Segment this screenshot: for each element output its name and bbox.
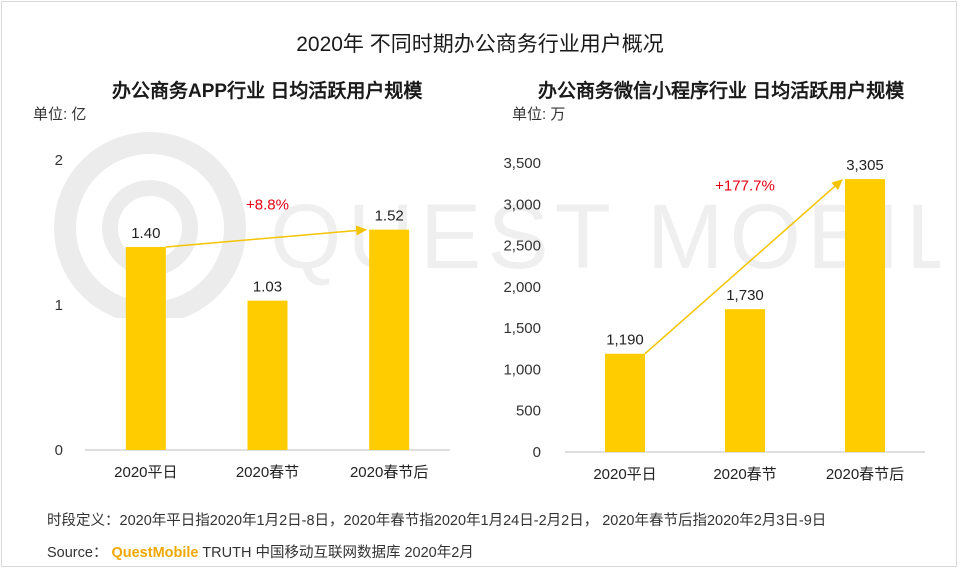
right-bar	[725, 309, 765, 452]
right-category-label: 2020春节	[713, 466, 776, 483]
right-chart-title: 办公商务微信小程序行业 日均活跃用户规模	[538, 81, 905, 102]
left-bar	[125, 247, 166, 450]
left-growth-arrow-line	[165, 229, 359, 248]
right-growth-arrow-line	[644, 184, 837, 355]
right-category-label: 2020春节后	[826, 466, 904, 483]
left-chart-title: 办公商务APP行业 日均活跃用户规模	[112, 81, 423, 102]
left-ytick-label: 2	[55, 152, 63, 169]
footnote-definition: 时段定义：2020年平日指2020年1月2日-8日，2020年春节指2020年1…	[47, 513, 827, 529]
right-value-label: 1,730	[726, 287, 764, 304]
right-chart-unit: 单位: 万	[512, 106, 566, 123]
left-ytick-label: 0	[55, 442, 63, 459]
right-ytick-label: 3,500	[503, 155, 541, 172]
right-ytick-label: 2,000	[503, 279, 541, 296]
left-category-label: 2020春节	[236, 464, 299, 481]
right-bar	[605, 353, 645, 452]
left-category-label: 2020春节后	[350, 464, 428, 481]
right-value-label: 1,190	[606, 332, 644, 349]
right-ytick-label: 1,000	[503, 361, 541, 378]
right-ytick-label: 2,500	[503, 238, 541, 255]
left-growth-arrow-head	[355, 225, 368, 236]
right-ytick-label: 0	[533, 444, 541, 461]
right-ytick-label: 500	[516, 403, 541, 420]
left-chart-unit: 单位: 亿	[33, 106, 87, 123]
source-brand: QuestMobile	[111, 545, 199, 561]
left-bar	[369, 229, 410, 450]
right-bar	[845, 179, 885, 452]
right-ytick-label: 3,000	[503, 196, 541, 213]
left-category-label: 2020平日	[114, 464, 177, 481]
right-growth-arrow-head	[831, 179, 843, 191]
right-ytick-label: 1,500	[503, 320, 541, 337]
left-value-label: 1.03	[253, 279, 282, 296]
left-growth-label: +8.8%	[246, 196, 289, 213]
source-label: Source：	[47, 545, 108, 561]
left-ytick-label: 1	[55, 297, 63, 314]
footnote-source: Source： QuestMobile TRUTH 中国移动互联网数据库 202…	[47, 541, 474, 562]
right-category-label: 2020平日	[593, 466, 656, 483]
left-bar	[247, 300, 288, 450]
page-title: 2020年 不同时期办公商务行业用户概况	[296, 33, 664, 56]
left-value-label: 1.52	[375, 208, 404, 225]
right-value-label: 3,305	[846, 157, 884, 174]
source-detail: TRUTH 中国移动互联网数据库 2020年2月	[202, 545, 474, 561]
right-growth-label: +177.7%	[715, 178, 775, 195]
left-value-label: 1.40	[131, 225, 160, 242]
